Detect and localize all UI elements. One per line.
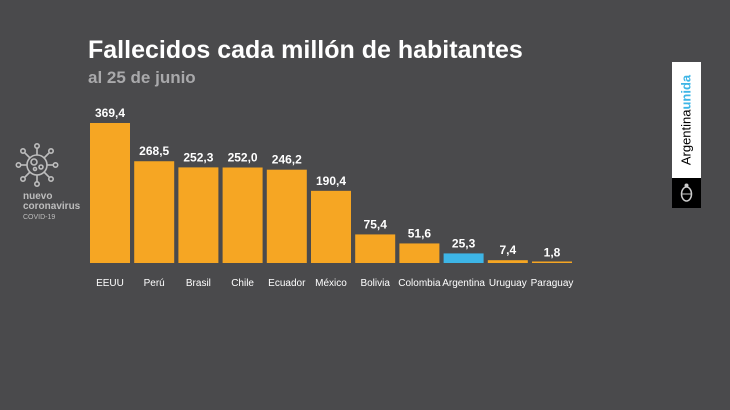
value-label: 190,4	[316, 174, 346, 188]
category-label: Perú	[144, 278, 165, 289]
coat-of-arms-icon	[680, 183, 693, 202]
category-label: Uruguay	[489, 278, 527, 289]
value-label: 268,5	[139, 144, 169, 158]
bar-argentina	[443, 253, 484, 263]
chart-title: Fallecidos cada millón de habitantes	[88, 36, 523, 64]
virus-icon	[15, 142, 59, 187]
value-label: 252,3	[183, 150, 213, 164]
value-label: 246,2	[272, 153, 302, 167]
category-label: Paraguay	[531, 278, 574, 289]
category-label: EEUU	[96, 278, 124, 289]
logo-part1: Argentina	[678, 109, 694, 166]
category-label: Chile	[231, 278, 254, 289]
value-label: 7,4	[499, 243, 516, 257]
bar-chile	[222, 167, 263, 263]
category-label: Argentina	[442, 278, 485, 289]
bar-eeuu	[90, 123, 130, 263]
logo-part2: unida	[678, 74, 694, 110]
argentina-unida-logo: Argentinaunida	[672, 62, 701, 208]
value-label: 75,4	[364, 217, 388, 231]
bar-brasil	[178, 167, 219, 263]
badge-line1: nuevo	[23, 191, 53, 202]
chart-subtitle: al 25 de junio	[88, 68, 196, 87]
bar-bolivia	[355, 234, 396, 263]
category-label: México	[315, 278, 347, 289]
bar-méxico	[311, 190, 351, 263]
badge-line3: COVID-19	[23, 214, 56, 221]
bar-uruguay	[487, 260, 528, 263]
bar-paraguay	[532, 261, 572, 263]
value-label: 252,0	[228, 150, 258, 164]
value-label: 51,6	[408, 226, 432, 240]
value-label: 369,4	[95, 106, 125, 120]
category-label: Ecuador	[268, 278, 306, 289]
bar-colombia	[399, 243, 440, 263]
value-label: 25,3	[452, 236, 476, 250]
category-label: Bolivia	[360, 278, 390, 289]
category-label: Colombia	[398, 278, 441, 289]
badge-line2: coronavirus	[23, 201, 81, 212]
bar-ecuador	[266, 169, 307, 263]
value-label: 1,8	[544, 245, 561, 259]
bar-perú	[134, 161, 175, 263]
category-label: Brasil	[186, 278, 211, 289]
